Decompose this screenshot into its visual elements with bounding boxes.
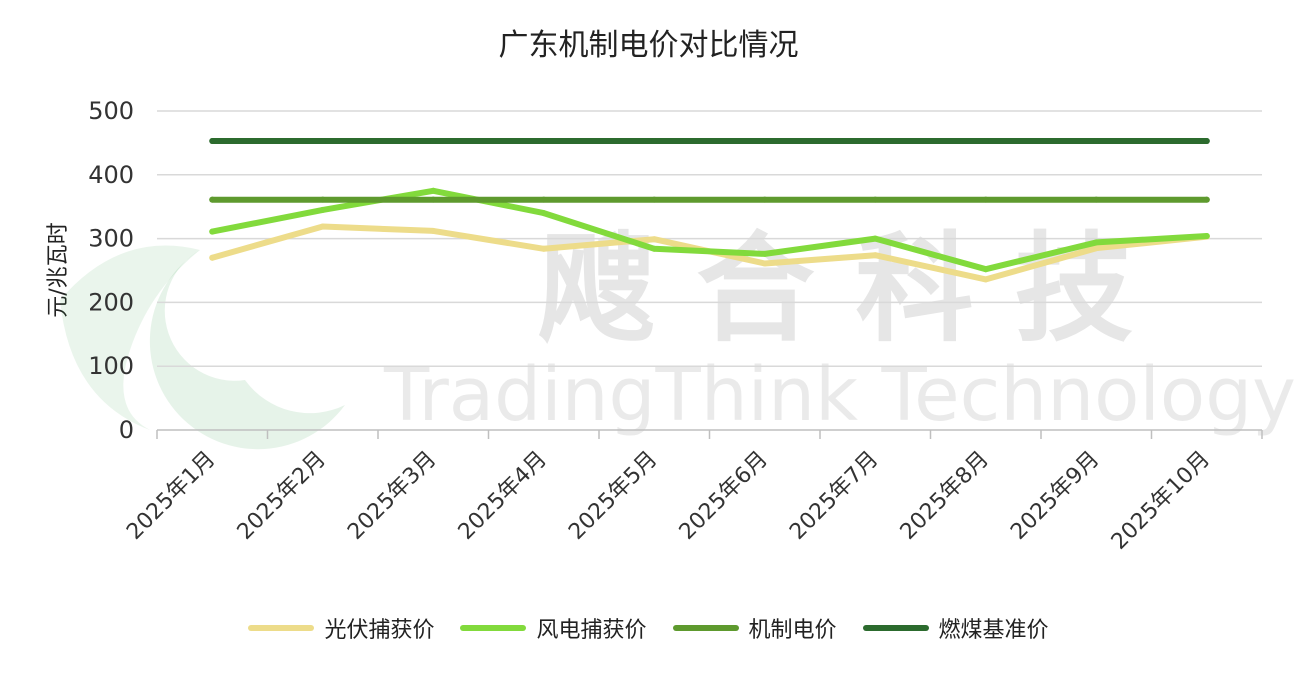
data-point xyxy=(651,137,658,144)
legend-swatch xyxy=(248,625,315,631)
x-tick-label: 2025年8月 xyxy=(896,447,994,545)
x-tick-label: 2025年2月 xyxy=(233,447,331,545)
data-point xyxy=(872,196,879,203)
x-tick-label: 2025年9月 xyxy=(1006,447,1104,545)
data-point xyxy=(651,245,658,252)
legend-swatch xyxy=(460,625,527,631)
data-point xyxy=(872,252,879,259)
data-point xyxy=(319,137,326,144)
y-tick-label: 0 xyxy=(119,416,134,444)
data-point xyxy=(540,245,547,252)
data-point xyxy=(982,266,989,273)
y-tick-label: 500 xyxy=(88,97,134,125)
data-point xyxy=(1093,239,1100,246)
data-point xyxy=(319,206,326,213)
data-point xyxy=(430,196,437,203)
data-point xyxy=(1203,196,1210,203)
x-tick-label: 2025年10月 xyxy=(1107,447,1215,555)
x-tick-label: 2025年6月 xyxy=(675,447,773,545)
legend-item-3: 机制电价 xyxy=(672,612,837,644)
chart-title: 广东机制电价对比情况 xyxy=(498,28,799,63)
data-point xyxy=(540,196,547,203)
watermark-logo xyxy=(149,250,345,450)
legend-label: 燃煤基准价 xyxy=(938,618,1049,643)
data-point xyxy=(430,137,437,144)
legend-label: 风电捕获价 xyxy=(536,618,647,643)
data-point xyxy=(430,187,437,194)
x-tick-label: 2025年7月 xyxy=(785,447,883,545)
data-point xyxy=(1093,196,1100,203)
x-tick-label: 2025年4月 xyxy=(454,447,552,545)
data-point xyxy=(209,196,216,203)
legend: 光伏捕获价 风电捕获价 机制电价 燃煤基准价 xyxy=(0,612,1297,644)
legend-label: 机制电价 xyxy=(748,618,837,643)
legend-item-1: 光伏捕获价 xyxy=(248,612,434,644)
y-tick-label: 400 xyxy=(88,161,134,189)
data-point xyxy=(761,137,768,144)
data-point xyxy=(1203,233,1210,240)
data-point xyxy=(430,227,437,234)
data-point xyxy=(761,196,768,203)
data-point xyxy=(872,137,879,144)
legend-swatch xyxy=(672,625,739,631)
legend-swatch xyxy=(862,625,929,631)
data-point xyxy=(1093,137,1100,144)
grid: 0 100 200 300 400 500 xyxy=(88,97,1262,444)
data-point xyxy=(761,260,768,267)
watermark-logo-leaf xyxy=(60,245,200,430)
data-point xyxy=(872,235,879,242)
y-tick-label: 300 xyxy=(88,225,134,253)
data-point xyxy=(1093,245,1100,252)
data-point xyxy=(209,228,216,235)
data-point xyxy=(209,137,216,144)
data-point xyxy=(540,210,547,217)
data-point xyxy=(651,236,658,243)
x-tick-label: 2025年1月 xyxy=(122,447,220,545)
y-tick-label: 200 xyxy=(88,288,134,316)
data-point xyxy=(982,137,989,144)
legend-item-4: 燃煤基准价 xyxy=(862,612,1049,644)
data-point xyxy=(319,196,326,203)
watermark-en: TradingThink Technology xyxy=(383,352,1296,438)
data-point xyxy=(982,196,989,203)
data-point xyxy=(651,196,658,203)
y-tick-label: 100 xyxy=(88,352,134,380)
data-point xyxy=(209,254,216,261)
x-tick-label: 2025年5月 xyxy=(564,447,662,545)
series-group xyxy=(209,137,1210,283)
legend-item-2: 风电捕获价 xyxy=(460,612,647,644)
x-tick-label: 2025年3月 xyxy=(343,447,441,545)
data-point xyxy=(540,137,547,144)
data-point xyxy=(982,276,989,283)
axes: 2025年1月 2025年2月 2025年3月 2025年4月 2025年5月 2025年… xyxy=(122,429,1263,555)
data-point xyxy=(1203,137,1210,144)
legend-label: 光伏捕获价 xyxy=(324,618,435,643)
data-point xyxy=(319,223,326,230)
data-point xyxy=(761,250,768,257)
